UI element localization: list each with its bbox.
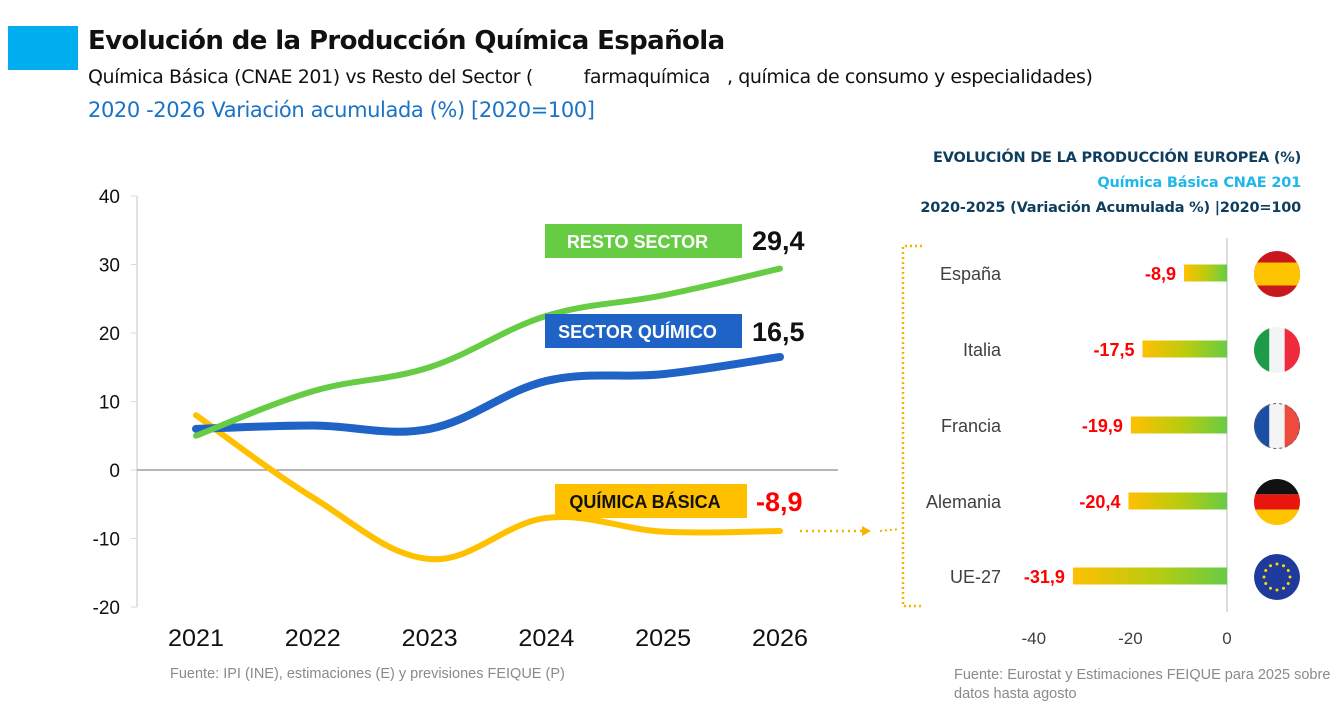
europe-chart-title: EVOLUCIÓN DE LA PRODUCCIÓN EUROPEA (%)	[932, 150, 1301, 166]
y-tick-label: 0	[109, 461, 120, 482]
quimica-basica-end-value: -8,9	[756, 487, 803, 517]
title-accent-square	[8, 26, 78, 70]
bar-value-label: -17,5	[1093, 340, 1134, 360]
eu-flag-icon	[1254, 554, 1300, 600]
europe-chart-period: 2020-2025 (Variación Acumulada %) |2020=…	[920, 200, 1301, 216]
x-tick-label: -40	[1022, 629, 1047, 648]
eu-star	[1264, 569, 1268, 572]
x-tick-label: 2026	[752, 625, 808, 652]
italy-flag-icon	[1254, 327, 1300, 373]
arrow-head-icon	[862, 526, 871, 536]
europe-chart-subtitle: Química Básica CNAE 201	[1097, 175, 1301, 191]
spain-flag-icon	[1254, 251, 1300, 297]
eu-star	[1275, 588, 1279, 592]
x-tick-label: 2025	[635, 625, 691, 652]
sector-quimico-end-value: 16,5	[752, 317, 805, 347]
connector-arrow	[800, 244, 922, 608]
bar-value-label: -19,9	[1082, 416, 1123, 436]
quimica-basica-line	[193, 412, 783, 563]
germany-flag-icon	[1254, 479, 1300, 525]
eu-star	[1269, 564, 1272, 568]
eu-star	[1288, 575, 1292, 579]
eu-star	[1264, 582, 1268, 585]
x-tick-label: 2023	[402, 625, 458, 652]
country-label: UE-27	[950, 567, 1001, 587]
bar-value-label: -8,9	[1145, 264, 1176, 284]
dotted-connector	[879, 528, 901, 532]
x-tick-label: 2022	[285, 625, 341, 652]
eu-star	[1282, 586, 1285, 590]
bar	[1072, 567, 1227, 585]
x-tick-label: 2024	[518, 625, 574, 652]
eu-star	[1275, 562, 1279, 566]
country-label: Alemania	[926, 492, 1002, 512]
x-tick-label: 2021	[168, 625, 224, 652]
country-label: España	[940, 264, 1002, 284]
eu-star	[1286, 569, 1290, 572]
eu-star	[1269, 586, 1272, 590]
eu-star	[1286, 582, 1290, 585]
resto-sector-line	[193, 265, 783, 439]
eu-star	[1262, 575, 1266, 579]
sector-quimico-label: SECTOR QUÍMICO	[558, 321, 717, 342]
eu-star	[1282, 564, 1285, 568]
page-subtitle: Química Básica (CNAE 201) vs Resto del S…	[88, 66, 1093, 88]
bar-value-label: -31,9	[1024, 567, 1065, 587]
country-label: Francia	[941, 416, 1002, 436]
y-tick-label: 30	[99, 256, 120, 277]
bar	[1128, 492, 1227, 510]
france-flag-icon	[1254, 403, 1300, 449]
y-tick-label: -10	[93, 530, 120, 551]
europe-production-bar-chart: España -8,9 Italia -17,5 Francia -19,9 Alemani…	[926, 238, 1300, 648]
x-tick-label: 0	[1222, 629, 1231, 648]
spain-production-line-chart: 40 30 20 10 0 -10 -20 2021 2022 2023 2024 2025 2026 R…	[93, 187, 838, 652]
y-tick-label: 10	[99, 393, 120, 414]
country-label: Italia	[963, 340, 1002, 360]
right-chart-source: Fuente: Eurostat y Estimaciones FEIQUE p…	[954, 667, 1331, 702]
sector-quimico-line	[192, 352, 784, 436]
page-title: Evolución de la Producción Química Españ…	[88, 26, 725, 56]
bar	[1184, 264, 1227, 282]
quimica-basica-label-box	[555, 484, 747, 518]
dotted-bracket	[901, 244, 922, 608]
resto-sector-label: RESTO SECTOR	[567, 232, 708, 252]
quimica-basica-label: QUÍMICA BÁSICA	[569, 491, 720, 512]
resto-sector-label-box	[545, 224, 742, 258]
y-tick-label: 40	[99, 187, 120, 208]
bar	[1130, 416, 1227, 434]
y-tick-label: 20	[99, 324, 120, 345]
bar	[1142, 340, 1227, 358]
x-tick-label: -20	[1118, 629, 1143, 648]
y-tick-label: -20	[93, 598, 120, 619]
page-subtitle-period: 2020 -2026 Variación acumulada (%) [2020…	[88, 98, 595, 122]
left-chart-source: Fuente: IPI (INE), estimaciones (E) y pr…	[170, 666, 565, 682]
sector-quimico-label-box	[545, 314, 742, 348]
resto-sector-end-value: 29,4	[752, 226, 805, 256]
bar-value-label: -20,4	[1079, 492, 1120, 512]
